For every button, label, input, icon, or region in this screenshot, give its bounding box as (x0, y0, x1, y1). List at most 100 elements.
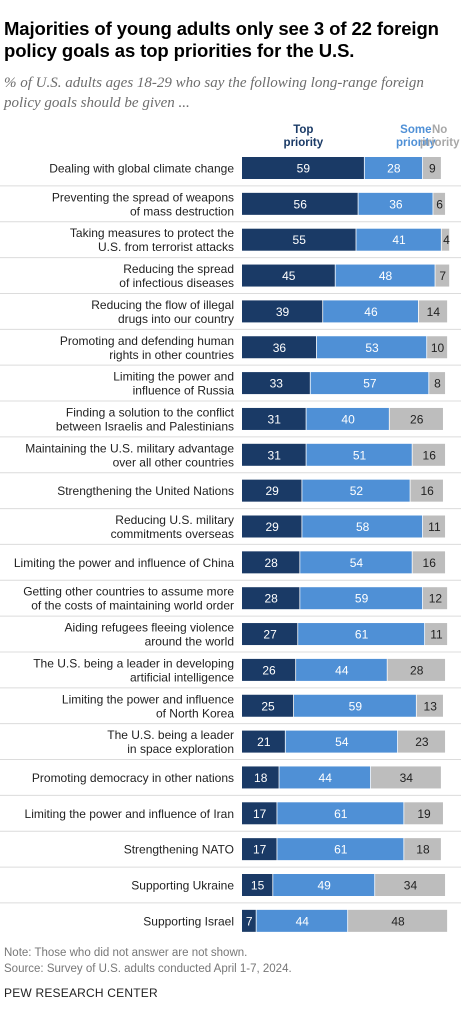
value-label-no: 13 (424, 699, 438, 713)
category-label: Finding a solution to the conflict (66, 405, 235, 419)
value-label-no: 12 (429, 592, 443, 606)
value-label-some: 61 (334, 807, 348, 821)
category-label: Strengthening the United Nations (57, 484, 234, 498)
bar-no-priority (370, 766, 441, 789)
bar-some-priority (279, 766, 371, 789)
bar-no-priority (441, 228, 450, 251)
bar-some-priority (294, 694, 416, 717)
bar-some-priority (323, 300, 418, 323)
value-label-top: 17 (253, 807, 267, 821)
value-label-top: 59 (297, 162, 311, 176)
bar-top-priority (242, 228, 356, 251)
bar-top-priority (242, 407, 306, 430)
note-text: Note: Those who did not answer are not s… (4, 947, 248, 959)
bar-top-priority (242, 766, 279, 789)
value-label-top: 31 (268, 448, 282, 462)
bar-top-priority (242, 909, 256, 932)
category-label: Getting other countries to assume more (23, 585, 234, 599)
bar-some-priority (356, 228, 441, 251)
bar-no-priority (416, 694, 443, 717)
bar-some-priority (302, 515, 423, 538)
bar-some-priority (310, 372, 429, 395)
value-label-some: 59 (355, 592, 369, 606)
bar-no-priority (404, 802, 443, 825)
bar-no-priority (412, 551, 446, 574)
bar-some-priority (306, 443, 412, 466)
value-label-no: 16 (420, 484, 434, 498)
bar-top-priority (242, 443, 306, 466)
value-label-some: 57 (363, 377, 377, 391)
value-label-some: 54 (350, 556, 364, 570)
value-label-top: 36 (273, 341, 287, 355)
value-label-top: 55 (293, 233, 307, 247)
value-label-no: 14 (427, 305, 441, 319)
value-label-top: 29 (265, 484, 279, 498)
bar-top-priority (242, 192, 358, 215)
legend-no-line-2: priority (420, 137, 460, 149)
bar-top-priority (242, 874, 273, 896)
value-label-no: 9 (429, 162, 436, 176)
value-label-top: 39 (276, 305, 290, 319)
bar-some-priority (364, 157, 423, 179)
value-label-top: 18 (254, 771, 268, 785)
bar-top-priority (242, 300, 323, 323)
category-label: Promoting democracy in other nations (32, 771, 234, 785)
category-label: over all other countries (113, 455, 234, 469)
bar-top-priority (242, 838, 277, 861)
category-label: Supporting Israel (143, 914, 234, 928)
bar-some-priority (277, 838, 404, 861)
bar-some-priority (285, 730, 398, 753)
category-label: commitments overseas (111, 527, 234, 541)
category-label: Aiding refugees fleeing violence (65, 621, 235, 635)
legend-some-line-2: priority (396, 137, 436, 149)
category-label: U.S. from terrorist attacks (98, 240, 234, 254)
category-label: Limiting the power and influence of Iran (25, 807, 234, 821)
category-label: around the world (145, 635, 234, 649)
value-label-top: 26 (262, 663, 276, 677)
value-label-no: 11 (428, 520, 441, 534)
bar-no-priority (375, 874, 446, 896)
chart-notes: Note: Those who did not answer are not s… (4, 945, 292, 977)
bar-no-priority (422, 587, 448, 610)
bar-no-priority (389, 407, 443, 430)
legend-no-line-1: No (432, 124, 447, 136)
bar-top-priority (242, 336, 317, 359)
bar-top-priority (242, 264, 335, 287)
value-label-some: 61 (334, 843, 348, 857)
category-label: of the costs of maintaining world order (31, 599, 234, 613)
value-label-no: 10 (431, 341, 445, 355)
bar-no-priority (348, 909, 448, 932)
category-label: The U.S. being a leader in developing (33, 656, 234, 670)
value-label-top: 31 (268, 412, 282, 426)
value-label-top: 45 (282, 269, 296, 283)
bar-top-priority (242, 802, 277, 825)
bar-some-priority (256, 909, 348, 932)
category-label: Maintaining the U.S. military advantage (25, 441, 234, 455)
category-label: Promoting and defending human (60, 334, 234, 348)
bar-no-priority (435, 264, 450, 287)
bar-some-priority (298, 623, 425, 646)
category-label: drugs into our country (118, 312, 234, 326)
bar-some-priority (277, 802, 404, 825)
category-label: Strengthening NATO (124, 843, 234, 857)
value-label-some: 44 (296, 914, 310, 928)
bar-no-priority (427, 336, 448, 359)
category-label: Preventing the spread of weapons (52, 190, 234, 204)
category-label: Taking measures to protect the (70, 226, 234, 240)
bar-no-priority (422, 157, 441, 179)
bar-top-priority (242, 730, 285, 753)
value-label-no: 28 (410, 663, 424, 677)
legend-top-line-2: priority (284, 137, 324, 149)
value-label-some: 49 (317, 879, 331, 893)
bar-some-priority (273, 874, 375, 896)
bar-no-priority (425, 623, 448, 646)
bar-top-priority (242, 372, 310, 395)
bar-top-priority (242, 587, 300, 610)
value-label-no: 7 (439, 269, 446, 283)
value-label-some: 51 (353, 448, 367, 462)
value-label-top: 28 (264, 592, 278, 606)
value-label-top: 7 (246, 914, 253, 928)
value-label-top: 27 (263, 628, 277, 642)
category-label: Limiting the power and (113, 370, 234, 384)
